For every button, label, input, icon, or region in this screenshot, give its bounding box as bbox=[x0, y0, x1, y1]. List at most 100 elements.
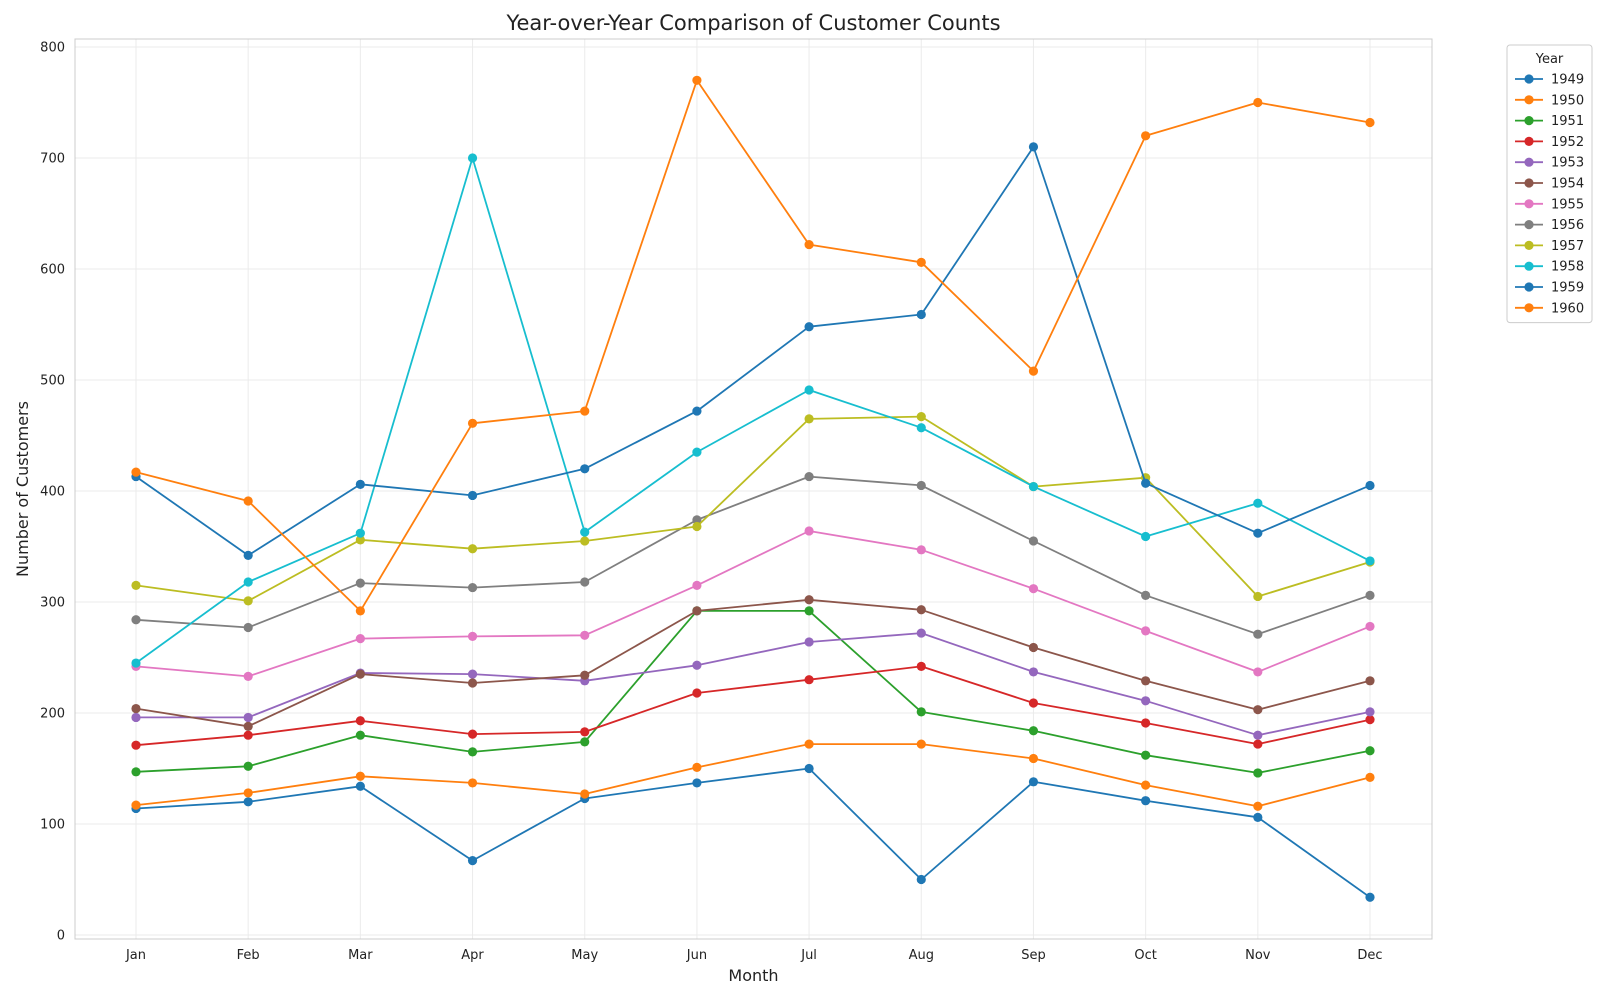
series-line bbox=[135, 157, 1371, 664]
data-point bbox=[692, 688, 702, 698]
data-point bbox=[1141, 796, 1151, 806]
data-point bbox=[131, 740, 141, 750]
data-point bbox=[1253, 705, 1263, 715]
data-point bbox=[243, 596, 253, 606]
data-point bbox=[1028, 753, 1039, 764]
x-tick-label: Nov bbox=[1245, 948, 1271, 963]
legend-item-1960: 1960 bbox=[1515, 301, 1584, 316]
legend-swatch-marker bbox=[1524, 282, 1534, 292]
legend-label: 1955 bbox=[1551, 197, 1584, 212]
data-point bbox=[580, 464, 590, 474]
legend-item-1953: 1953 bbox=[1515, 156, 1584, 171]
data-point bbox=[916, 874, 926, 885]
data-point bbox=[804, 739, 814, 749]
y-tick-label: 0 bbox=[57, 929, 65, 944]
data-point bbox=[243, 550, 253, 560]
data-point bbox=[692, 521, 702, 532]
data-point bbox=[1253, 528, 1263, 538]
data-point bbox=[804, 763, 814, 774]
data-point bbox=[467, 153, 478, 163]
series-line bbox=[135, 145, 1371, 557]
data-point bbox=[1028, 698, 1039, 708]
data-point bbox=[131, 703, 141, 714]
legend-label: 1956 bbox=[1551, 218, 1584, 233]
data-point bbox=[1028, 642, 1039, 653]
legend-label: 1957 bbox=[1551, 239, 1584, 254]
data-point bbox=[1141, 626, 1151, 636]
series-1954 bbox=[131, 595, 1375, 731]
data-point bbox=[916, 628, 926, 638]
data-point bbox=[692, 75, 702, 85]
legend-label: 1951 bbox=[1551, 114, 1584, 129]
series-line bbox=[135, 610, 1371, 774]
legend-swatch-marker bbox=[1524, 220, 1534, 230]
data-point bbox=[1365, 676, 1375, 686]
x-tick-label: Jan bbox=[125, 948, 146, 963]
x-tick-label: Oct bbox=[1134, 948, 1156, 963]
legend-swatch-marker bbox=[1524, 199, 1534, 209]
legend-swatch-marker bbox=[1524, 136, 1534, 146]
data-point bbox=[243, 797, 253, 807]
data-point bbox=[1253, 768, 1263, 778]
data-point bbox=[1028, 366, 1039, 376]
data-point bbox=[1365, 892, 1375, 902]
data-point bbox=[355, 716, 365, 726]
series-1955 bbox=[131, 526, 1375, 681]
y-tick-label: 700 bbox=[40, 152, 65, 167]
data-point bbox=[467, 669, 478, 679]
y-tick-label: 100 bbox=[40, 818, 65, 833]
data-point bbox=[243, 671, 253, 681]
data-point bbox=[1365, 746, 1375, 756]
series-line bbox=[135, 743, 1371, 808]
data-point bbox=[355, 578, 365, 588]
legend-item-1958: 1958 bbox=[1515, 260, 1584, 275]
y-tick-label: 600 bbox=[40, 263, 65, 278]
legend-item-1950: 1950 bbox=[1515, 93, 1584, 108]
data-point bbox=[1141, 696, 1151, 706]
data-point bbox=[692, 660, 702, 670]
data-point bbox=[804, 471, 814, 482]
data-point bbox=[355, 634, 365, 644]
legend-swatch-marker bbox=[1524, 303, 1534, 313]
legend-swatch-marker bbox=[1524, 157, 1534, 167]
y-axis-label: Number of Customers bbox=[13, 401, 32, 577]
series-1950 bbox=[131, 739, 1375, 811]
data-point bbox=[692, 447, 702, 457]
data-point bbox=[355, 669, 365, 679]
data-point bbox=[916, 309, 926, 320]
data-point bbox=[804, 637, 814, 647]
data-point bbox=[355, 771, 365, 781]
series-1958 bbox=[131, 153, 1375, 668]
series-line bbox=[135, 767, 1371, 899]
data-point bbox=[692, 515, 702, 525]
series-1952 bbox=[131, 661, 1375, 750]
data-point bbox=[1365, 556, 1375, 566]
data-point bbox=[692, 606, 702, 616]
data-point bbox=[1028, 667, 1039, 677]
y-tick-label: 500 bbox=[40, 374, 65, 389]
data-point bbox=[916, 661, 926, 671]
data-point bbox=[692, 580, 702, 590]
series-line bbox=[135, 530, 1371, 678]
legend-item-1955: 1955 bbox=[1515, 197, 1584, 212]
data-point bbox=[243, 496, 253, 506]
series-line bbox=[135, 665, 1371, 747]
series-1957 bbox=[131, 412, 1375, 606]
data-point bbox=[1253, 629, 1263, 639]
series-line bbox=[135, 79, 1371, 612]
data-point bbox=[131, 658, 141, 668]
data-point bbox=[467, 747, 478, 757]
legend-label: 1954 bbox=[1551, 177, 1584, 192]
data-point bbox=[580, 577, 590, 587]
legend-item-1949: 1949 bbox=[1515, 73, 1584, 88]
series-1960 bbox=[131, 75, 1375, 616]
data-point bbox=[580, 536, 590, 546]
data-point bbox=[804, 595, 814, 605]
data-point bbox=[1141, 676, 1151, 686]
data-point bbox=[580, 670, 590, 680]
y-axis-ticks: 0 100 200 300 400 500 600 700 800 bbox=[40, 41, 65, 944]
data-point bbox=[131, 580, 141, 590]
data-point bbox=[1028, 142, 1039, 152]
legend-item-1956: 1956 bbox=[1515, 218, 1584, 233]
